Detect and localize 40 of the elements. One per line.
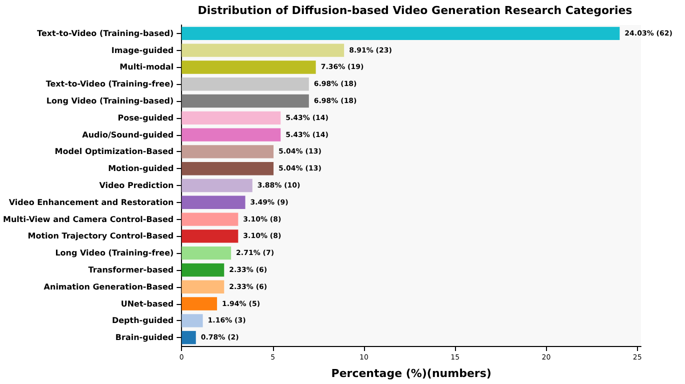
bar	[182, 94, 309, 108]
bar	[182, 78, 309, 91]
y-tick-label: Text-to-Video (Training-free)	[46, 80, 174, 89]
x-axis-title: Percentage (%)(numbers)	[331, 367, 492, 380]
y-tick-label: Multi-modal	[120, 62, 174, 72]
y-tick-label: Image-guided	[111, 46, 174, 55]
bar	[182, 196, 246, 209]
bar	[182, 246, 232, 260]
y-tick-label: Long Video (Training-based)	[46, 96, 174, 106]
y-tick-label: Motion-guided	[108, 164, 174, 174]
y-tick-label: Text-to-Video (Training-based)	[37, 28, 174, 38]
y-tick-label: Brain-guided	[115, 333, 174, 342]
bar	[182, 280, 224, 294]
bar	[182, 314, 203, 328]
y-tick-label: Model Optimization-Based	[54, 147, 174, 156]
y-tick-label: Video Enhancement and Restoration	[8, 198, 174, 207]
y-tick-label: Multi-View and Camera Control-Based	[2, 214, 174, 224]
bar	[182, 111, 281, 125]
y-tick-label: UNet-based	[120, 299, 174, 308]
bar	[182, 297, 218, 310]
y-tick-label: Audio/Sound-guided	[82, 130, 174, 140]
bar	[182, 263, 224, 277]
bar	[182, 128, 281, 142]
y-tick-label: Depth-guided	[112, 316, 174, 326]
bar	[182, 178, 252, 192]
y-tick-label: Transformer-based	[88, 265, 174, 274]
bar	[182, 60, 316, 74]
bar	[182, 212, 238, 226]
y-tick-label: Motion Trajectory Control-Based	[28, 232, 174, 241]
y-tick-label: Long Video (Training-free)	[55, 248, 174, 258]
chart-title: Distribution of Diffusion-based Video Generation Research Categories	[198, 4, 633, 17]
bar	[182, 230, 238, 243]
y-tick-label: Pose-guided	[118, 113, 174, 122]
bar	[182, 162, 274, 176]
bar	[182, 330, 196, 344]
bar	[182, 44, 344, 57]
y-tick-label: Video Prediction	[99, 181, 174, 190]
y-tick-label: Animation Generation-Based	[44, 282, 174, 292]
bar	[182, 26, 620, 40]
bar	[182, 145, 274, 158]
